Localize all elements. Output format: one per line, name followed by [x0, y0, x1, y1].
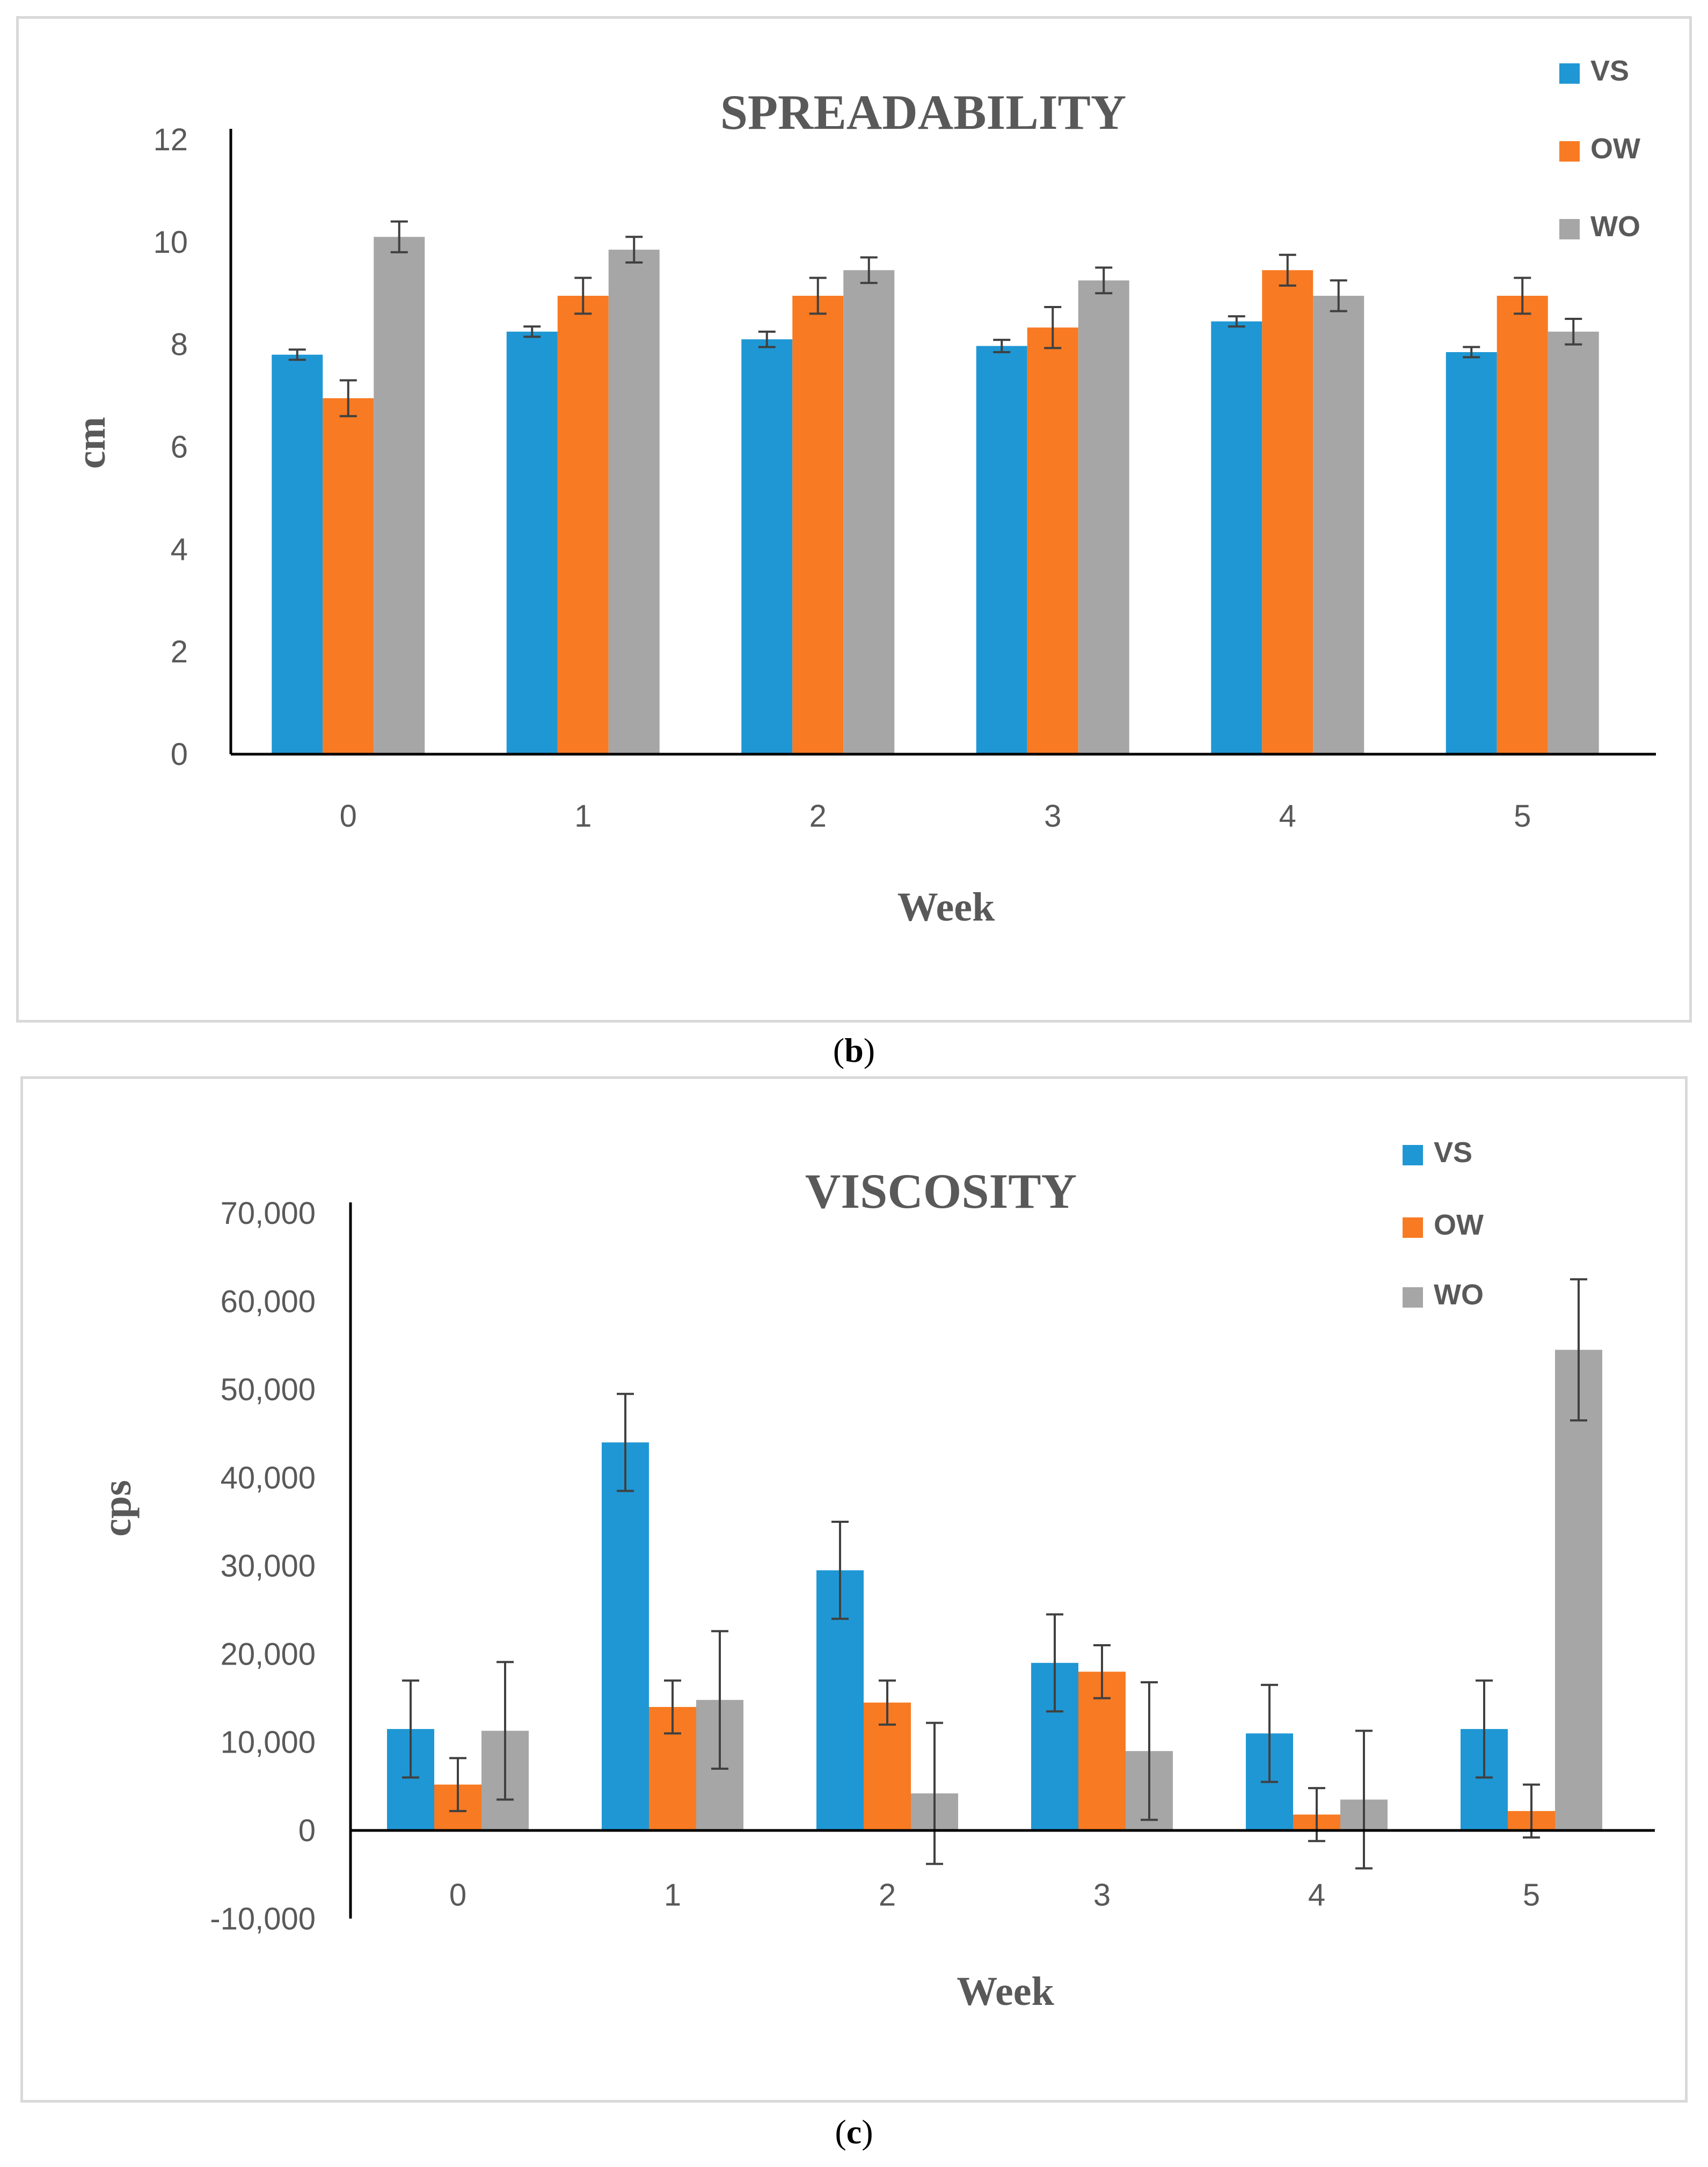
bar-vs-week-5	[1446, 352, 1497, 754]
y-tick-label: 20,000	[221, 1637, 316, 1672]
x-tick-label: 4	[1308, 1878, 1325, 1913]
bar-ow-week-4	[1262, 270, 1313, 754]
x-tick-label: 5	[1514, 799, 1531, 834]
bar-ow-week-2	[792, 296, 844, 754]
y-tick-label: 6	[171, 430, 188, 465]
legend-swatch-wo	[1403, 1287, 1423, 1308]
y-tick-label: -10,000	[210, 1901, 316, 1936]
bar-ow-week-0	[323, 398, 374, 754]
x-tick-label: 3	[1093, 1878, 1111, 1913]
viscosity-panel: VISCOSITY -10,000 0 10,000 20,000 30,000 40,00…	[20, 1076, 1688, 2103]
y-tick-label: 10,000	[221, 1725, 316, 1760]
y-axis-title: cm	[69, 417, 114, 469]
y-tick-label: 8	[171, 327, 188, 362]
legend-label-vs: VS	[1434, 1136, 1472, 1169]
caption-b: (b)	[800, 1031, 908, 1070]
bar-vs-week-2	[741, 339, 793, 754]
caption-c-close: )	[862, 2113, 873, 2151]
legend-label-vs: VS	[1590, 55, 1629, 87]
bar-wo-week-2	[843, 270, 895, 754]
bar-vs-week-1	[602, 1442, 649, 1830]
caption-c-open: (	[835, 2113, 846, 2151]
x-tick-label: 1	[574, 799, 592, 834]
bar-wo-week-4	[1313, 296, 1364, 754]
x-tick-label: 2	[809, 799, 827, 834]
spreadability-panel: SPREADABILITY 0 2 4 6 8 10 12 cm 0 1 2 3 4 5 Week VS OW WO	[16, 16, 1692, 1023]
y-tick-label: 2	[171, 634, 188, 669]
bar-wo-week-5	[1548, 331, 1599, 754]
x-tick-label: 4	[1279, 799, 1296, 834]
bar-wo-week-1	[608, 250, 660, 754]
viscosity-chart: VISCOSITY -10,000 0 10,000 20,000 30,000 40,00…	[94, 1136, 1655, 2014]
legend-label-wo: WO	[1590, 210, 1640, 243]
x-tick-label: 2	[879, 1878, 896, 1913]
legend-swatch-vs	[1403, 1145, 1423, 1165]
y-tick-label: 0	[298, 1813, 316, 1848]
y-tick-label: 40,000	[221, 1461, 316, 1495]
bar-vs-week-3	[976, 346, 1027, 754]
bar-ow-week-1	[557, 296, 609, 754]
caption-b-open: (	[833, 1031, 845, 1069]
bar-ow-week-5	[1497, 296, 1548, 754]
y-tick-label: 4	[171, 532, 188, 567]
y-tick-label: 50,000	[221, 1373, 316, 1407]
y-axis-title: cps	[94, 1480, 140, 1537]
y-tick-label: 0	[171, 737, 188, 772]
y-tick-label: 70,000	[221, 1196, 316, 1231]
bar-wo-week-5	[1555, 1349, 1602, 1830]
x-axis-title: Week	[957, 1969, 1054, 2014]
bar-ow-week-3	[1027, 327, 1078, 754]
legend-swatch-ow	[1403, 1217, 1423, 1238]
bar-vs-week-1	[506, 331, 558, 754]
y-tick-label: 30,000	[221, 1549, 316, 1584]
bar-wo-week-0	[374, 237, 425, 755]
caption-c: (c)	[800, 2112, 908, 2152]
bar-wo-week-3	[1078, 280, 1129, 754]
legend-label-ow: OW	[1590, 133, 1640, 165]
x-tick-label: 0	[449, 1878, 466, 1913]
y-tick-label: 60,000	[221, 1284, 316, 1319]
chart-title: SPREADABILITY	[720, 85, 1127, 140]
bar-vs-week-4	[1211, 321, 1262, 754]
chart-title: VISCOSITY	[805, 1164, 1077, 1219]
bar-vs-week-0	[272, 354, 323, 754]
x-tick-label: 5	[1523, 1878, 1540, 1913]
x-tick-label: 0	[340, 799, 357, 834]
y-tick-label: 10	[153, 225, 188, 260]
legend-swatch-vs	[1559, 63, 1580, 84]
x-tick-label: 3	[1044, 799, 1061, 834]
x-axis-title: Week	[897, 885, 995, 930]
caption-c-letter: c	[846, 2113, 862, 2151]
caption-b-letter: b	[844, 1031, 864, 1069]
x-tick-label: 1	[664, 1878, 681, 1913]
legend-swatch-wo	[1559, 219, 1580, 239]
legend-label-wo: WO	[1434, 1279, 1484, 1311]
legend-label-ow: OW	[1434, 1209, 1484, 1241]
caption-b-close: )	[863, 1031, 875, 1069]
legend-swatch-ow	[1559, 141, 1580, 162]
y-tick-label: 12	[153, 122, 188, 157]
